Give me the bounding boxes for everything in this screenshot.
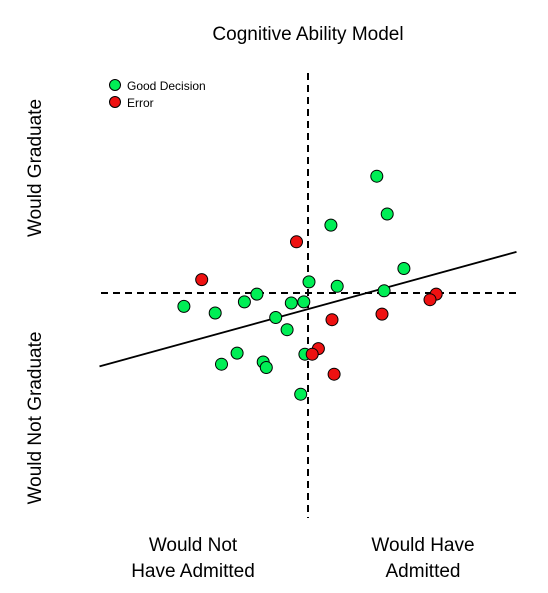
point-good-decision-7	[377, 284, 391, 298]
point-error-1	[290, 235, 303, 249]
point-good-decision-5	[302, 275, 316, 289]
point-good-decision-3	[324, 218, 338, 232]
x-label-would-have-line1: Would Have	[371, 535, 474, 556]
legend-marker-error	[109, 96, 121, 108]
plot-area	[99, 73, 518, 518]
y-label-would-graduate: Would Graduate	[25, 99, 46, 237]
point-good-decision-15	[280, 323, 294, 337]
point-good-decision-1	[370, 169, 384, 183]
regression-line	[99, 250, 517, 368]
point-good-decision-18	[215, 357, 228, 371]
x-label-would-have-line2: Admitted	[386, 561, 461, 582]
point-good-decision-10	[284, 296, 298, 310]
point-good-decision-11	[297, 295, 311, 309]
point-error-6	[325, 313, 339, 327]
point-good-decision-21	[294, 387, 308, 401]
x-label-would-not-line1: Would Not	[149, 535, 238, 556]
point-good-decision-20	[259, 361, 273, 374]
point-error-4	[423, 293, 437, 307]
chart-title: Cognitive Ability Model	[212, 24, 403, 45]
legend-label-error: Error	[127, 96, 154, 110]
point-good-decision-6	[330, 279, 344, 293]
point-good-decision-16	[230, 346, 244, 360]
point-error-2	[195, 273, 209, 287]
legend: Good Decision Error	[109, 79, 206, 110]
points-layer	[177, 169, 443, 401]
point-error-9	[327, 367, 341, 381]
legend-label-good-decision: Good Decision	[127, 79, 206, 93]
x-label-would-not-line2: Have Admitted	[131, 561, 255, 582]
point-good-decision-14	[269, 311, 283, 324]
point-error-8	[305, 347, 319, 361]
point-good-decision-2	[380, 207, 394, 221]
point-good-decision-4	[397, 262, 411, 275]
point-error-5	[375, 307, 389, 321]
y-label-would-not-graduate: Would Not Graduate	[25, 332, 46, 505]
point-good-decision-9	[237, 295, 251, 309]
point-good-decision-13	[208, 306, 222, 320]
point-good-decision-8	[250, 287, 264, 301]
point-good-decision-12	[177, 299, 191, 313]
legend-marker-good-decision	[109, 79, 121, 91]
